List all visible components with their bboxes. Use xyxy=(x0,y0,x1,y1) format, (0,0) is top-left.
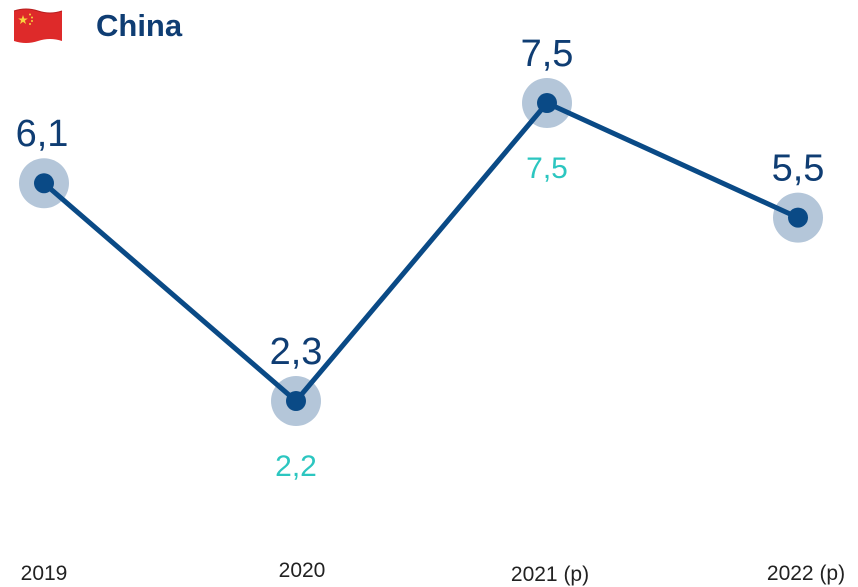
x-tick-label-2: 2021 (p) xyxy=(511,563,589,586)
data-label-0: 6,1 xyxy=(16,113,69,155)
data-point-0 xyxy=(34,173,54,194)
data-point-1 xyxy=(286,391,306,411)
x-tick-label-0: 2019 xyxy=(21,562,68,585)
data-label-2: 7,5 xyxy=(521,33,574,75)
data-label-1: 2,3 xyxy=(270,331,323,373)
secondary-data-label-2: 7,5 xyxy=(526,152,568,185)
series-line xyxy=(42,100,800,404)
chart-title: China xyxy=(96,8,183,43)
secondary-data-label-1: 2,2 xyxy=(275,450,317,483)
x-tick-label-3: 2022 (p) xyxy=(767,562,845,585)
x-tick-label-1: 2020 xyxy=(279,559,326,582)
data-label-3: 5,5 xyxy=(772,148,825,190)
data-point-2 xyxy=(537,93,557,113)
china-flag-icon xyxy=(13,8,63,43)
chart-header: China xyxy=(12,6,182,46)
data-point-3 xyxy=(788,207,808,228)
